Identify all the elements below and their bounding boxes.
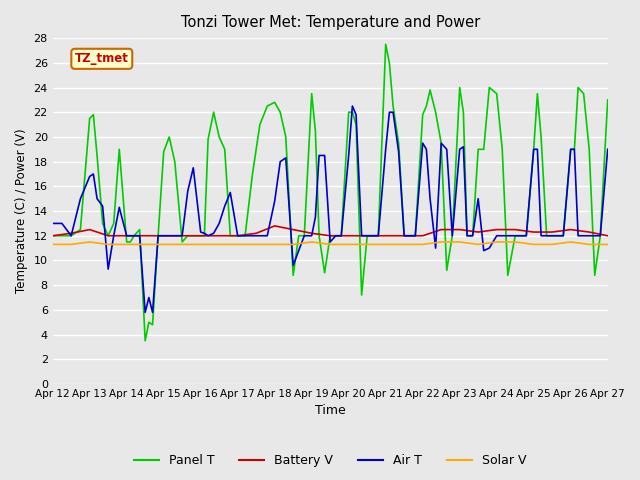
X-axis label: Time: Time xyxy=(315,405,346,418)
Text: TZ_tmet: TZ_tmet xyxy=(75,52,129,65)
Title: Tonzi Tower Met: Temperature and Power: Tonzi Tower Met: Temperature and Power xyxy=(180,15,480,30)
Legend: Panel T, Battery V, Air T, Solar V: Panel T, Battery V, Air T, Solar V xyxy=(129,449,532,472)
Y-axis label: Temperature (C) / Power (V): Temperature (C) / Power (V) xyxy=(15,129,28,293)
